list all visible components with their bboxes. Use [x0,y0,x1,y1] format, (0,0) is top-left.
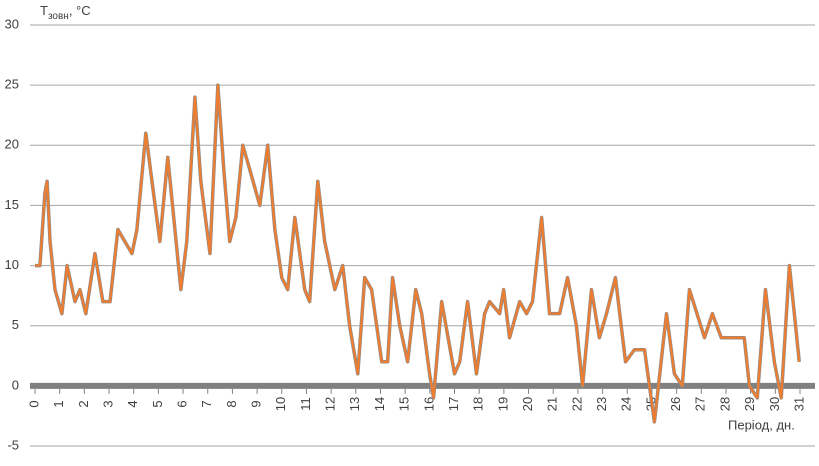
x-tick-label: 30 [767,397,782,411]
x-tick-label: 10 [273,397,288,411]
x-tick-label: 19 [495,397,510,411]
temperature-line-shadow [35,83,802,424]
y-tick-label: 20 [5,137,19,152]
x-tick-label: 20 [520,397,535,411]
x-tick-label: 18 [471,397,486,411]
x-tick-label: 5 [150,400,165,407]
x-tick-label: 2 [76,400,91,407]
x-tick-label: 8 [224,400,239,407]
x-tick-label: 1 [51,400,66,407]
x-tick-label: 22 [569,397,584,411]
x-tick-label: 23 [594,397,609,411]
y-axis-label: Tзовн, °С [40,3,91,21]
x-tick-label: 11 [298,397,313,411]
y-tick-label: 0 [12,377,19,392]
x-tick-label: 9 [249,400,264,407]
x-tick-label: 3 [100,400,115,407]
y-tick-label: 25 [5,77,19,92]
x-tick-label: 29 [742,397,757,411]
y-label-unit: , °С [69,3,91,18]
x-tick-label: 0 [26,400,41,407]
x-tick-label: 15 [397,397,412,411]
x-tick-label: 7 [199,400,214,407]
x-tick-label: 24 [619,397,634,411]
x-tick-label: 31 [791,397,806,411]
y-tick-label: 10 [5,257,19,272]
y-tick-label: 15 [5,197,19,212]
temperature-line [35,84,801,424]
x-tick-label: 14 [372,397,387,411]
y-label-sub: зовн [48,11,69,22]
x-tick-label: 28 [717,397,732,411]
x-tick-label: 26 [668,397,683,411]
x-axis-label: Період, дн. [728,417,795,432]
y-label-main: T [40,3,48,18]
x-tick-label: 6 [175,400,190,407]
y-tick-label: 30 [5,16,19,31]
x-tick-label: 21 [545,397,560,411]
x-tick-label: 12 [323,397,338,411]
y-tick-label: -5 [7,437,19,452]
x-tick-label: 27 [693,397,708,411]
x-tick-label: 17 [446,397,461,411]
x-tick-label: 4 [125,400,140,407]
y-tick-label: 5 [12,317,19,332]
x-tick-label: 13 [347,397,362,411]
x-tick-label: 16 [421,397,436,411]
